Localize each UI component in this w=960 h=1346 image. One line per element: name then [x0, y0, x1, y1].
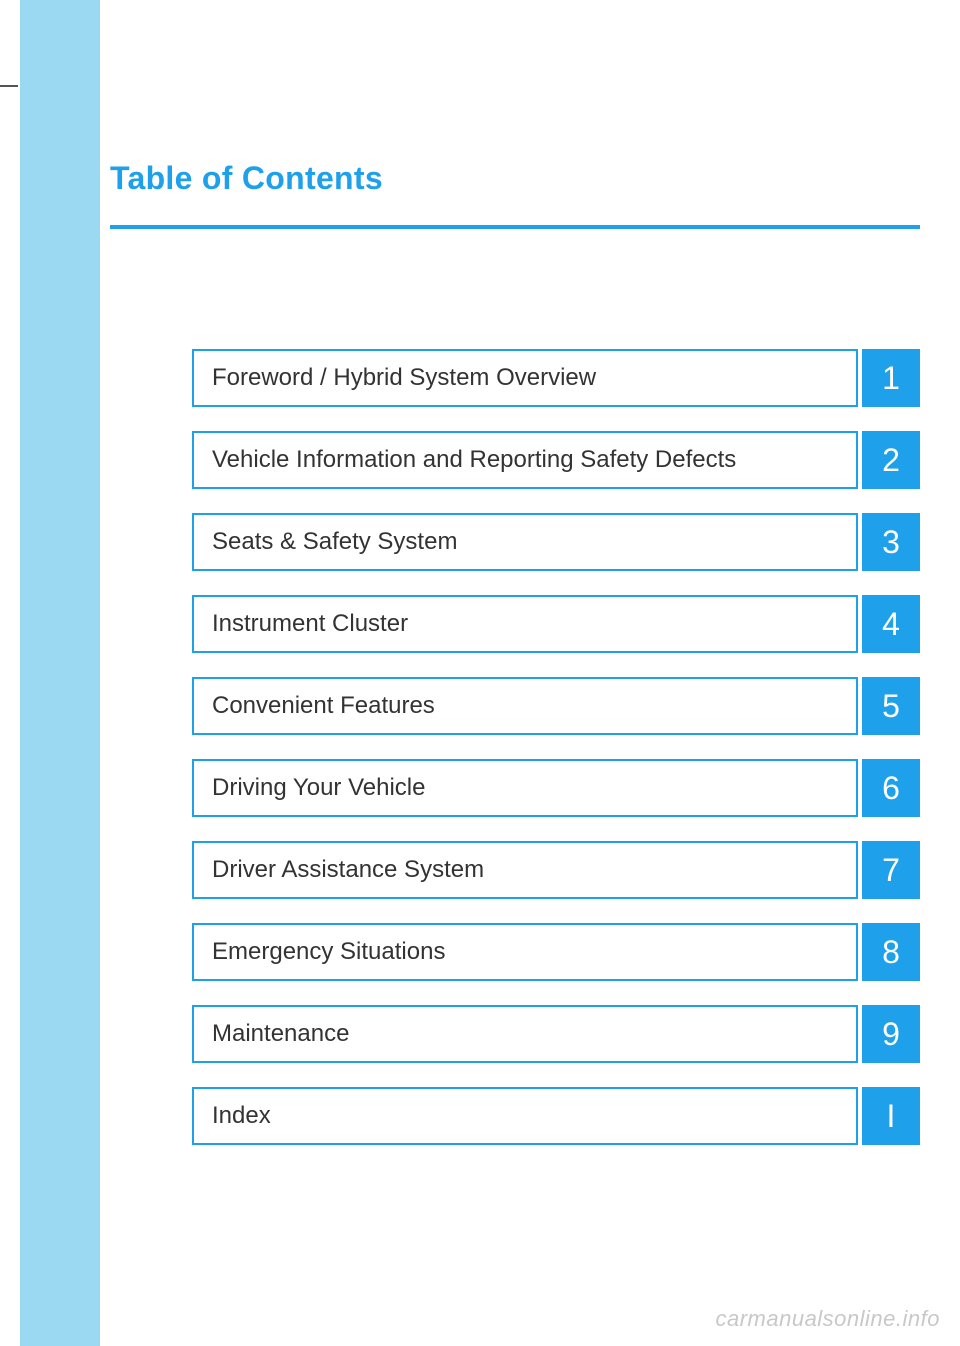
toc-item-label: Instrument Cluster	[192, 595, 858, 653]
toc-item-number: 2	[862, 431, 920, 489]
toc-item-number: 5	[862, 677, 920, 735]
toc-item-number: 9	[862, 1005, 920, 1063]
title-underline	[110, 225, 920, 229]
toc-item-number: I	[862, 1087, 920, 1145]
page-content: Table of Contents Foreword / Hybrid Syst…	[110, 160, 920, 1169]
toc-item-number: 8	[862, 923, 920, 981]
toc-item-label: Vehicle Information and Reporting Safety…	[192, 431, 858, 489]
spine-tick-mark	[0, 85, 18, 87]
toc-item-number: 4	[862, 595, 920, 653]
toc-item[interactable]: Foreword / Hybrid System Overview 1	[192, 349, 920, 407]
toc-item[interactable]: Instrument Cluster 4	[192, 595, 920, 653]
toc-item[interactable]: Driver Assistance System 7	[192, 841, 920, 899]
toc-item-label: Convenient Features	[192, 677, 858, 735]
toc-item[interactable]: Emergency Situations 8	[192, 923, 920, 981]
page-title: Table of Contents	[110, 160, 920, 197]
toc-item[interactable]: Maintenance 9	[192, 1005, 920, 1063]
toc-item-label: Emergency Situations	[192, 923, 858, 981]
toc-item-label: Driver Assistance System	[192, 841, 858, 899]
toc-item-label: Maintenance	[192, 1005, 858, 1063]
toc-item-number: 3	[862, 513, 920, 571]
toc-item[interactable]: Index I	[192, 1087, 920, 1145]
toc-item[interactable]: Vehicle Information and Reporting Safety…	[192, 431, 920, 489]
toc-item[interactable]: Driving Your Vehicle 6	[192, 759, 920, 817]
watermark-text: carmanualsonline.info	[715, 1306, 940, 1332]
toc-item-number: 7	[862, 841, 920, 899]
toc-item-label: Foreword / Hybrid System Overview	[192, 349, 858, 407]
toc-item[interactable]: Seats & Safety System 3	[192, 513, 920, 571]
toc-item-number: 1	[862, 349, 920, 407]
toc-list: Foreword / Hybrid System Overview 1 Vehi…	[192, 349, 920, 1145]
toc-item-number: 6	[862, 759, 920, 817]
toc-item-label: Index	[192, 1087, 858, 1145]
left-vertical-stripe	[20, 0, 100, 1346]
toc-item-label: Driving Your Vehicle	[192, 759, 858, 817]
toc-item-label: Seats & Safety System	[192, 513, 858, 571]
toc-item[interactable]: Convenient Features 5	[192, 677, 920, 735]
